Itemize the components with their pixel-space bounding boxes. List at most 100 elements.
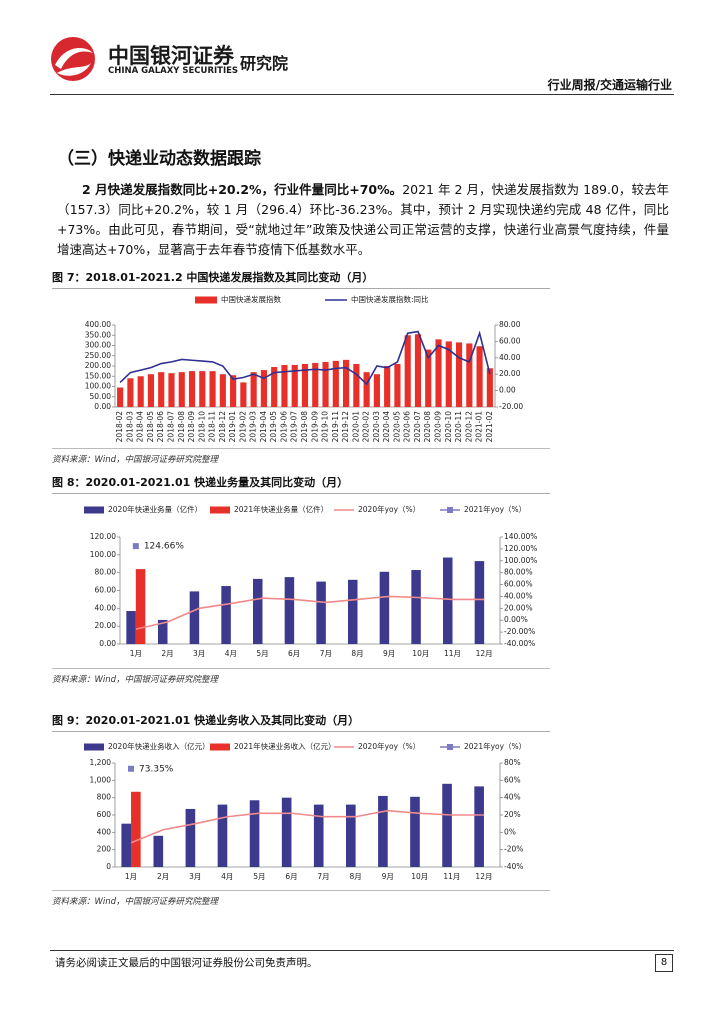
y-tick-label: 200 bbox=[97, 845, 112, 854]
x-tick-label: 2020-08 bbox=[423, 411, 432, 443]
bar bbox=[188, 371, 196, 407]
bar bbox=[137, 376, 144, 407]
x-tick-label: 3月 bbox=[189, 872, 201, 881]
x-tick-label: 2020-02 bbox=[362, 411, 371, 443]
legend-label: 中国快递发展指数 bbox=[221, 294, 281, 304]
x-tick-label: 2018-12 bbox=[218, 411, 227, 443]
x-tick-label: 6月 bbox=[288, 649, 300, 658]
bar bbox=[486, 368, 493, 407]
x-tick-label: 1月 bbox=[125, 872, 137, 881]
x-tick-label: 4月 bbox=[225, 649, 237, 658]
x-tick-label: 3月 bbox=[193, 649, 205, 658]
legend-label: 2020年yoy（%） bbox=[358, 504, 420, 514]
bar bbox=[466, 343, 473, 407]
y2-tick-label: 100.00% bbox=[504, 556, 537, 565]
bar bbox=[442, 783, 452, 867]
legend-label: 2021年快递业务收入（亿元） bbox=[234, 741, 336, 751]
x-tick-label: 2019-08 bbox=[300, 411, 309, 443]
marker bbox=[132, 543, 139, 550]
x-tick-label: 2018-05 bbox=[146, 411, 155, 443]
bar bbox=[153, 835, 164, 867]
x-tick-label: 2018-03 bbox=[125, 411, 134, 443]
bar bbox=[199, 371, 206, 407]
legend-marker bbox=[447, 507, 453, 513]
x-tick-label: 2020-10 bbox=[444, 411, 453, 443]
bar bbox=[363, 372, 370, 407]
bar bbox=[322, 361, 329, 407]
y-tick-label: 120.00 bbox=[90, 532, 116, 541]
y-tick-label: 50.00 bbox=[90, 392, 112, 401]
y2-tick-label: 80.00 bbox=[499, 320, 521, 329]
bar bbox=[158, 619, 168, 644]
y-tick-label: 1,200 bbox=[90, 758, 112, 767]
bar bbox=[343, 359, 350, 407]
x-tick-label: 2019-01 bbox=[228, 411, 237, 443]
y-tick-label: 20.00 bbox=[95, 621, 117, 630]
legend-swatch bbox=[195, 296, 217, 304]
page-number: 8 bbox=[655, 954, 673, 972]
x-tick-label: 11月 bbox=[443, 872, 460, 881]
bar bbox=[443, 557, 453, 644]
bar bbox=[312, 362, 319, 407]
legend-label: 2021年yoy（%） bbox=[464, 741, 526, 751]
x-tick-label: 2019-12 bbox=[341, 411, 350, 443]
bar bbox=[168, 373, 175, 407]
y-tick-label: 80.00 bbox=[95, 568, 117, 577]
y-tick-label: 400.00 bbox=[85, 320, 111, 329]
y-tick-label: 0 bbox=[106, 862, 111, 871]
y2-tick-label: -40.00% bbox=[504, 639, 535, 648]
y2-tick-label: 140.00% bbox=[504, 532, 537, 541]
y-tick-label: 40.00 bbox=[95, 603, 117, 612]
chart: 0.00 20.00 40.00 60.00 80.00 100.00 120.00 -40.… bbox=[84, 504, 537, 658]
logo bbox=[51, 37, 95, 81]
y2-tick-label: -20.00% bbox=[504, 627, 535, 636]
x-tick-label: 2019-07 bbox=[290, 411, 299, 443]
figure-source: 资料来源：Wind，中国银河证券研究院整理 bbox=[52, 668, 550, 685]
legend-label: 2021年快递业务量（亿件） bbox=[234, 504, 328, 514]
x-tick-label: 11月 bbox=[444, 649, 461, 658]
x-tick-label: 2019-05 bbox=[269, 411, 278, 443]
y2-tick-label: 80.00% bbox=[504, 568, 533, 577]
y2-tick-label: 20% bbox=[504, 810, 521, 819]
bar bbox=[221, 586, 231, 644]
x-tick-label: 2019-02 bbox=[238, 411, 247, 443]
x-tick-label: 2018-04 bbox=[136, 411, 145, 443]
bar bbox=[178, 372, 185, 407]
bar bbox=[126, 611, 136, 644]
x-tick-label: 12月 bbox=[475, 872, 492, 881]
x-tick-label: 9月 bbox=[383, 649, 395, 658]
paragraph-lead: 2 月快递发展指数同比+20.2%，行业件量同比+70%。 bbox=[82, 182, 403, 197]
bar bbox=[253, 578, 263, 644]
bar bbox=[158, 372, 165, 407]
bar bbox=[121, 823, 132, 867]
figure-source: 资料来源：Wind，中国银河证券研究院整理 bbox=[52, 890, 550, 907]
bar bbox=[332, 360, 339, 407]
bar bbox=[435, 339, 442, 407]
legend-label: 中国快递发展指数:同比 bbox=[351, 294, 429, 304]
x-tick-label: 2018-11 bbox=[208, 411, 217, 443]
bar bbox=[404, 335, 411, 407]
x-tick-label: 2020-06 bbox=[403, 411, 412, 443]
bar bbox=[445, 341, 452, 407]
x-tick-label: 2018-02 bbox=[115, 411, 124, 443]
x-tick-label: 8月 bbox=[351, 649, 363, 658]
x-tick-label: 2021-02 bbox=[485, 411, 494, 443]
legend-swatch bbox=[84, 743, 104, 751]
x-tick-label: 2020-01 bbox=[351, 411, 360, 443]
bar bbox=[217, 804, 228, 867]
line bbox=[130, 809, 484, 844]
paragraph-text: 2021 年 2 月，快递发展指数为 189.0，较去年（157.3）同比+20… bbox=[57, 182, 669, 257]
bar bbox=[135, 569, 146, 644]
header-rule bbox=[50, 94, 674, 95]
bar bbox=[474, 786, 484, 867]
figure-source: 资料来源：Wind，中国银河证券研究院整理 bbox=[52, 448, 550, 465]
x-tick-label: 10月 bbox=[411, 872, 428, 881]
y-tick-label: 60.00 bbox=[95, 586, 117, 595]
y-tick-label: 100.00 bbox=[85, 382, 111, 391]
legend-label: 2021年yoy（%） bbox=[464, 504, 526, 514]
legend-label: 2020年yoy（%） bbox=[358, 741, 420, 751]
x-tick-label: 2020-05 bbox=[392, 411, 401, 443]
bar bbox=[230, 375, 237, 407]
footer-rule bbox=[50, 950, 674, 951]
